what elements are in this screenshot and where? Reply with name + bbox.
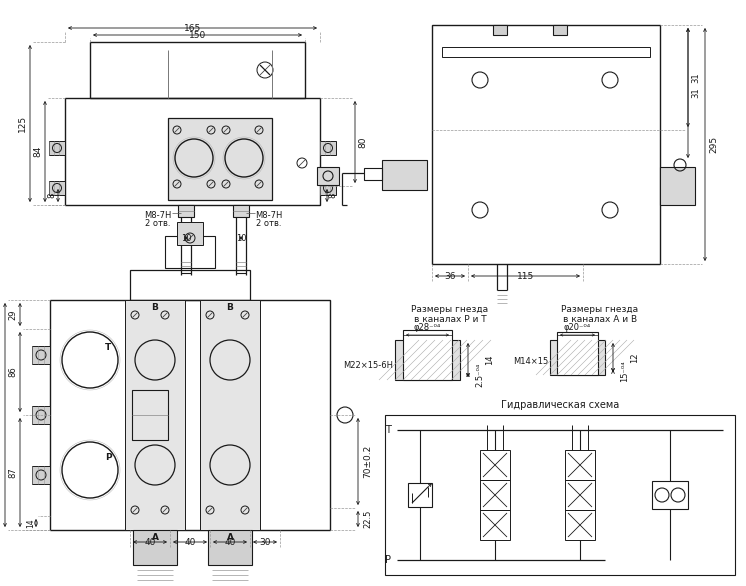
- Bar: [364, 168, 382, 180]
- Text: 87: 87: [8, 467, 17, 478]
- Text: 14: 14: [486, 355, 495, 365]
- Bar: [90, 42, 305, 98]
- Text: М22×15-6Н: М22×15-6Н: [343, 360, 393, 370]
- Bar: [65, 98, 320, 205]
- Bar: [200, 300, 260, 530]
- Bar: [550, 340, 605, 375]
- Bar: [480, 510, 510, 540]
- Text: 22.5: 22.5: [363, 510, 372, 528]
- Text: A: A: [151, 533, 158, 543]
- Bar: [32, 406, 50, 424]
- Bar: [130, 270, 250, 300]
- Bar: [132, 390, 168, 440]
- Text: 36: 36: [445, 272, 456, 281]
- Text: 2 отв.: 2 отв.: [145, 220, 171, 229]
- Text: 40: 40: [144, 538, 156, 547]
- Bar: [660, 167, 695, 205]
- Bar: [565, 480, 595, 510]
- Text: 70±0.2: 70±0.2: [363, 445, 372, 478]
- Text: в каналах А и В: в каналах А и В: [563, 315, 637, 325]
- Bar: [408, 483, 432, 507]
- Text: 14: 14: [27, 518, 36, 528]
- Bar: [177, 222, 203, 245]
- Bar: [442, 47, 650, 57]
- Text: T: T: [105, 343, 111, 353]
- Text: Гидравлическая схема: Гидравлическая схема: [501, 400, 619, 410]
- Bar: [565, 450, 595, 480]
- Text: 86: 86: [8, 367, 17, 377]
- Bar: [125, 300, 185, 530]
- Text: в каналах Р и Т: в каналах Р и Т: [414, 315, 486, 325]
- Text: М14×15: М14×15: [513, 357, 548, 366]
- Bar: [317, 167, 339, 185]
- Text: T: T: [385, 425, 391, 435]
- Text: 80: 80: [359, 137, 368, 148]
- Text: 2.5⁻⁰⁴: 2.5⁻⁰⁴: [475, 363, 484, 387]
- Text: Размеры гнезда: Размеры гнезда: [412, 305, 489, 315]
- Text: 15⁻⁰⁴: 15⁻⁰⁴: [621, 360, 630, 382]
- Text: P: P: [104, 454, 111, 462]
- Bar: [208, 530, 252, 565]
- Text: 31: 31: [692, 72, 700, 83]
- Text: М8-7Н: М8-7Н: [255, 212, 283, 220]
- Bar: [168, 118, 272, 200]
- Bar: [320, 141, 336, 155]
- Bar: [165, 236, 215, 268]
- Text: φ20⁻⁰⁴: φ20⁻⁰⁴: [564, 323, 591, 332]
- Bar: [480, 480, 510, 510]
- Text: Размеры гнезда: Размеры гнезда: [562, 305, 639, 315]
- Bar: [395, 340, 460, 380]
- Text: 10: 10: [181, 234, 191, 243]
- Bar: [49, 141, 65, 155]
- Text: 30: 30: [260, 538, 271, 547]
- Text: 40: 40: [225, 538, 236, 547]
- Text: 29: 29: [8, 309, 17, 320]
- Bar: [557, 332, 598, 375]
- Text: A: A: [227, 533, 233, 543]
- Text: B: B: [151, 304, 158, 312]
- Bar: [32, 346, 50, 364]
- Text: 165: 165: [184, 24, 201, 33]
- Text: 8: 8: [48, 193, 57, 198]
- Text: 150: 150: [189, 31, 206, 40]
- Text: 10: 10: [236, 234, 246, 243]
- Bar: [565, 510, 595, 540]
- Text: B: B: [227, 304, 233, 312]
- Bar: [553, 25, 567, 35]
- Bar: [178, 205, 194, 217]
- Text: φ28⁻⁰⁴: φ28⁻⁰⁴: [414, 323, 441, 332]
- Bar: [32, 466, 50, 484]
- Text: 12: 12: [630, 352, 639, 363]
- Bar: [403, 330, 452, 380]
- Bar: [480, 450, 510, 480]
- Text: 8: 8: [328, 193, 337, 198]
- Text: 84: 84: [34, 146, 43, 157]
- Text: 40: 40: [184, 538, 195, 547]
- Text: 31: 31: [692, 88, 700, 98]
- Bar: [432, 25, 660, 264]
- Bar: [493, 25, 507, 35]
- Text: P: P: [385, 555, 391, 565]
- Bar: [382, 160, 427, 190]
- Text: 125: 125: [17, 115, 27, 132]
- Bar: [50, 300, 330, 530]
- Bar: [49, 181, 65, 195]
- Bar: [133, 530, 177, 565]
- Bar: [233, 205, 249, 217]
- Bar: [320, 181, 336, 195]
- Text: 115: 115: [517, 272, 534, 281]
- Text: 295: 295: [709, 136, 718, 153]
- Text: 2 отв.: 2 отв.: [256, 220, 282, 229]
- Bar: [652, 481, 688, 509]
- Text: М8-7Н: М8-7Н: [144, 212, 172, 220]
- Bar: [385, 415, 735, 575]
